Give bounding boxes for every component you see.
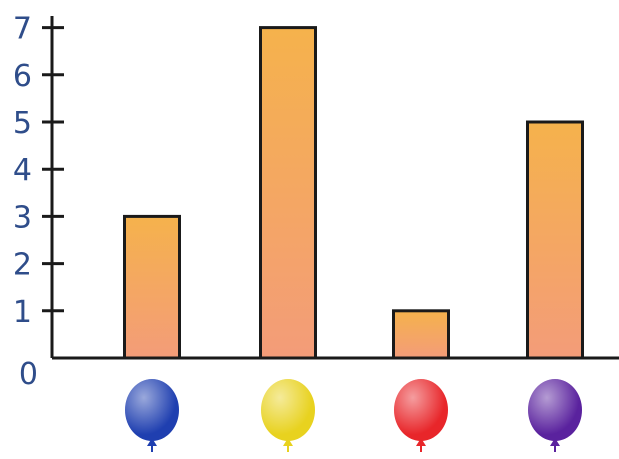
y-tick-label-7: 7 <box>13 12 32 47</box>
red-balloon-icon <box>394 379 448 452</box>
y-tick-label-2: 2 <box>13 248 32 283</box>
blue-balloon-icon <box>125 379 179 452</box>
y-tick-label-5: 5 <box>13 106 32 141</box>
y-tick-label-0: 0 <box>19 357 38 392</box>
y-tick-label-4: 4 <box>13 153 32 188</box>
yellow-balloon-icon <box>261 379 315 452</box>
bar-blue-balloon <box>123 214 181 360</box>
bar-yellow-balloon <box>259 26 317 360</box>
y-tick-label-1: 1 <box>13 295 32 330</box>
bar-red-balloon <box>392 309 450 360</box>
y-tick-label-3: 3 <box>13 200 32 235</box>
y-tick-label-6: 6 <box>13 59 32 94</box>
bar-purple-balloon <box>526 120 584 360</box>
purple-balloon-icon <box>528 379 582 452</box>
